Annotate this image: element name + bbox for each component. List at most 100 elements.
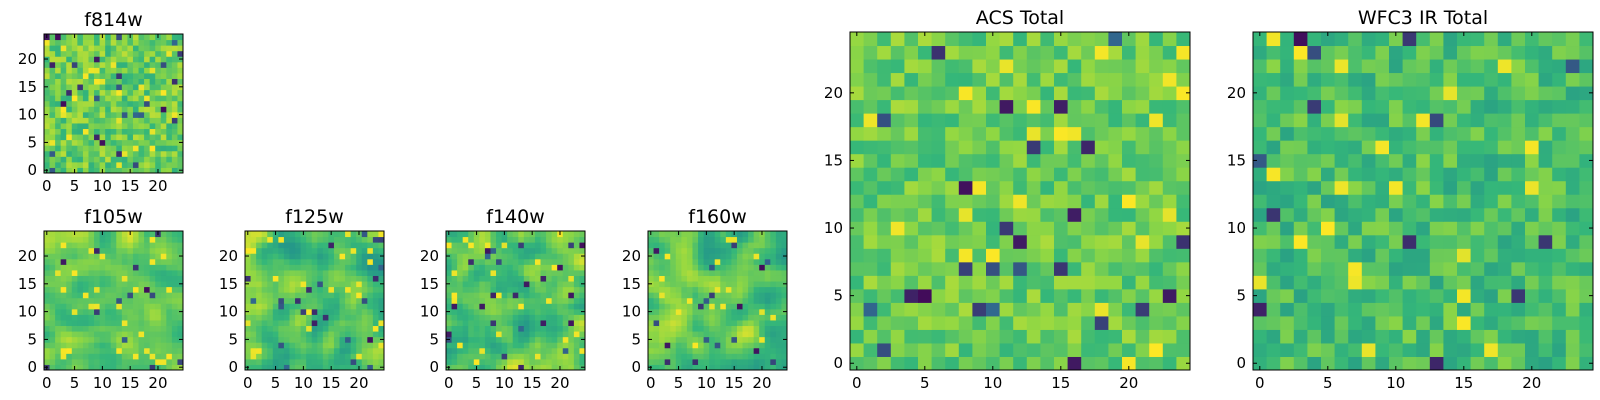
heatmap-cell bbox=[681, 281, 688, 288]
heatmap-cell bbox=[1253, 248, 1268, 263]
heatmap-cell bbox=[99, 253, 106, 260]
heatmap-cell bbox=[60, 347, 67, 354]
heatmap-cell bbox=[1094, 234, 1109, 249]
heatmap-cell bbox=[1026, 167, 1041, 182]
heatmap-cell bbox=[44, 347, 51, 354]
heatmap-cell bbox=[1280, 167, 1295, 182]
heatmap-cell bbox=[1538, 275, 1553, 290]
heatmap-cell bbox=[66, 84, 73, 91]
heatmap-cell bbox=[725, 342, 732, 349]
heatmap-cell bbox=[1443, 167, 1458, 182]
heatmap-cell bbox=[759, 353, 766, 360]
axes-frame bbox=[1252, 31, 1594, 371]
heatmap-cell bbox=[328, 253, 335, 260]
heatmap-cell bbox=[742, 281, 749, 288]
heatmap-cell bbox=[110, 336, 117, 343]
heatmap-cell bbox=[289, 364, 296, 371]
heatmap-cell bbox=[1525, 234, 1540, 249]
heatmap-cell bbox=[479, 269, 486, 276]
heatmap-cell bbox=[540, 258, 547, 265]
heatmap-cell bbox=[1176, 167, 1191, 182]
heatmap-cells bbox=[44, 34, 184, 174]
heatmap-cell bbox=[1149, 207, 1164, 222]
heatmap-cell bbox=[1552, 32, 1567, 47]
heatmap-cell bbox=[1348, 356, 1363, 371]
heatmap-cell bbox=[1443, 329, 1458, 344]
x-tick-label: 10 bbox=[983, 374, 1002, 392]
heatmap-cell bbox=[1361, 72, 1376, 87]
heatmap-cell bbox=[904, 275, 919, 290]
heatmap-cell bbox=[267, 342, 274, 349]
heatmap-cell bbox=[345, 331, 352, 338]
heatmap-cell bbox=[648, 303, 655, 310]
heatmap-cell bbox=[256, 342, 263, 349]
heatmap-cell bbox=[328, 242, 335, 249]
heatmap-cell bbox=[71, 236, 78, 243]
heatmap-cell bbox=[49, 139, 56, 146]
heatmap-cell bbox=[295, 308, 302, 315]
heatmap-cell bbox=[306, 319, 313, 327]
heatmap-cell bbox=[99, 117, 106, 124]
heatmap-cell bbox=[534, 231, 542, 238]
heatmap-cell bbox=[55, 281, 62, 288]
heatmap-cell bbox=[295, 331, 302, 338]
heatmap-cell bbox=[753, 347, 760, 354]
heatmap-cell bbox=[490, 258, 497, 265]
heatmap-cell bbox=[99, 297, 106, 304]
heatmap-cell bbox=[958, 315, 973, 330]
heatmap-cell bbox=[1579, 221, 1594, 236]
heatmap-cell bbox=[518, 319, 525, 327]
heatmap-cell bbox=[523, 253, 530, 260]
heatmap-cell bbox=[71, 247, 78, 254]
heatmap-cell bbox=[372, 303, 379, 310]
heatmap-cell bbox=[367, 347, 374, 354]
heatmap-cell bbox=[703, 269, 710, 276]
heatmap-cell bbox=[350, 347, 357, 354]
heatmap-cell bbox=[918, 180, 933, 195]
heatmap-cell bbox=[1457, 315, 1472, 330]
heatmap-cell bbox=[714, 253, 721, 260]
heatmap-cell bbox=[333, 286, 341, 293]
x-tick-label: 0 bbox=[42, 374, 52, 392]
heatmap-cell bbox=[507, 342, 514, 349]
heatmap-cell bbox=[484, 258, 491, 265]
heatmap-cell bbox=[1108, 86, 1123, 101]
heatmap-cell bbox=[462, 364, 469, 371]
heatmap-cell bbox=[160, 314, 167, 321]
heatmap-cell bbox=[99, 347, 106, 354]
heatmap-cell bbox=[659, 247, 666, 254]
heatmap-cell bbox=[1108, 140, 1123, 155]
heatmap-cell bbox=[77, 45, 84, 52]
heatmap-cell bbox=[986, 302, 1001, 317]
heatmap-cell bbox=[1525, 32, 1540, 47]
heatmap-cell bbox=[551, 353, 558, 360]
heatmap-cell bbox=[1307, 99, 1322, 114]
heatmap-cell bbox=[759, 325, 766, 332]
heatmap-cell bbox=[317, 242, 324, 249]
heatmap-cell bbox=[155, 134, 162, 141]
heatmap-cell bbox=[653, 331, 660, 338]
heatmap-cell bbox=[339, 347, 346, 354]
heatmap-cell bbox=[850, 45, 865, 60]
heatmap-cell bbox=[748, 258, 755, 265]
heatmap-cell bbox=[709, 358, 716, 365]
heatmap-cell bbox=[709, 353, 716, 360]
heatmap-cell bbox=[295, 342, 302, 349]
heatmap-cell bbox=[507, 231, 514, 238]
heatmap-cell bbox=[1429, 113, 1444, 128]
heatmap-cell bbox=[1470, 167, 1485, 182]
heatmap-cell bbox=[664, 269, 671, 276]
heatmap-cell bbox=[328, 269, 335, 276]
heatmap-cell bbox=[1162, 288, 1177, 303]
heatmap-cell bbox=[904, 167, 919, 182]
heatmap-cell bbox=[261, 292, 268, 299]
heatmap-cell bbox=[986, 153, 1001, 168]
heatmap-cell bbox=[311, 281, 318, 288]
heatmap-cell bbox=[55, 89, 62, 96]
heatmap-cell bbox=[731, 281, 738, 288]
heatmap-cell bbox=[1511, 275, 1526, 290]
heatmap-cell bbox=[540, 247, 547, 254]
heatmap-cell bbox=[904, 180, 919, 195]
heatmap-cell bbox=[1176, 288, 1191, 303]
heatmap-cell bbox=[653, 247, 660, 254]
